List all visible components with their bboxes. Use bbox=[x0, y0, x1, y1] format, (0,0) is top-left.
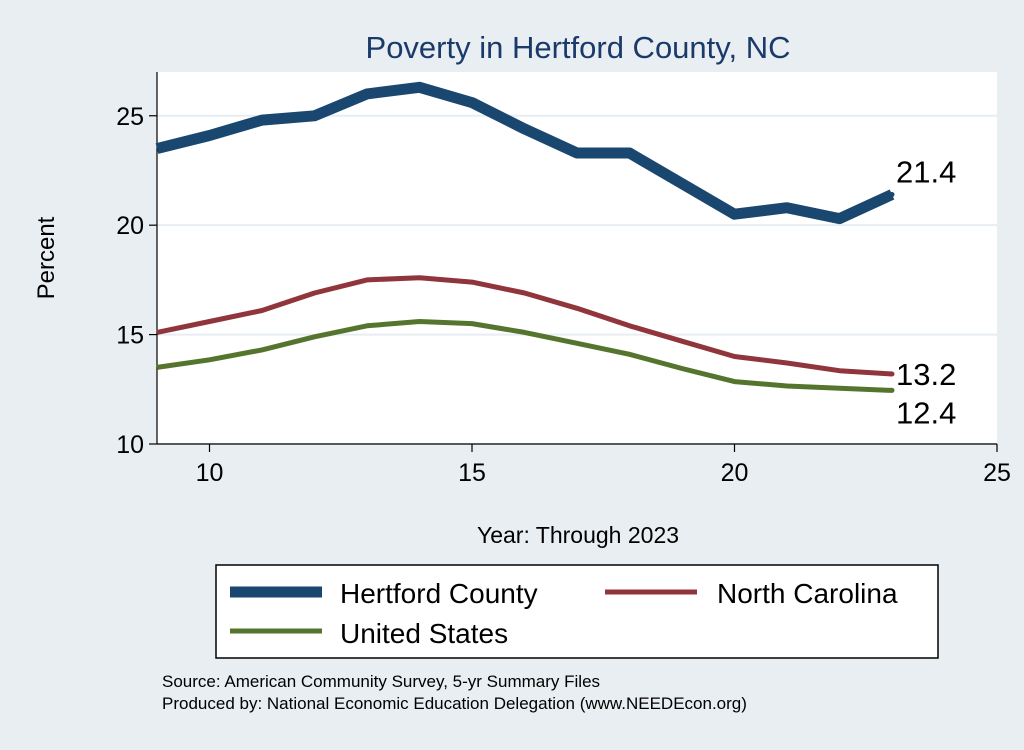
end-marker-hertford-county bbox=[889, 192, 895, 198]
y-tick-label-20: 20 bbox=[116, 212, 144, 240]
y-axis-title: Percent bbox=[33, 216, 60, 299]
x-tick-label-25: 25 bbox=[983, 459, 1011, 487]
y-tick-label-10: 10 bbox=[116, 431, 144, 459]
axis-ticks: 10 15 20 25 10 15 20 25 bbox=[116, 103, 1011, 487]
end-labels: 21.4 13.212.4 bbox=[889, 155, 956, 430]
end-marker-united-states bbox=[889, 387, 895, 393]
series-line-north-carolina bbox=[156, 275, 893, 377]
legend-label-hertford: Hertford County bbox=[340, 578, 538, 609]
x-axis-title: Year: Through 2023 bbox=[477, 522, 679, 548]
legend-label-united-states: United States bbox=[340, 618, 508, 649]
x-tick-label-15: 15 bbox=[458, 459, 486, 487]
end-label-north-carolina: 13.2 bbox=[896, 357, 956, 392]
end-label-united-states: 12.4 bbox=[896, 395, 956, 430]
legend-box bbox=[215, 564, 939, 659]
plot-area bbox=[157, 72, 997, 444]
x-tick-label-10: 10 bbox=[196, 459, 224, 487]
end-label-hertford-county: 21.4 bbox=[896, 155, 956, 190]
x-tick-label-20: 20 bbox=[721, 459, 749, 487]
y-tick-label-25: 25 bbox=[116, 103, 144, 131]
chart-title: Poverty in Hertford County, NC bbox=[366, 30, 791, 65]
legend-label-north-carolina: North Carolina bbox=[717, 578, 898, 609]
series-line-hertford-county bbox=[155, 81, 895, 225]
series-lines bbox=[155, 81, 895, 393]
series-line-united-states bbox=[156, 319, 893, 393]
produced-by-note: Produced by: National Economic Education… bbox=[162, 694, 747, 713]
source-note: Source: American Community Survey, 5-yr … bbox=[162, 672, 600, 691]
y-tick-label-15: 15 bbox=[116, 322, 144, 350]
end-marker-north-carolina bbox=[889, 371, 895, 377]
